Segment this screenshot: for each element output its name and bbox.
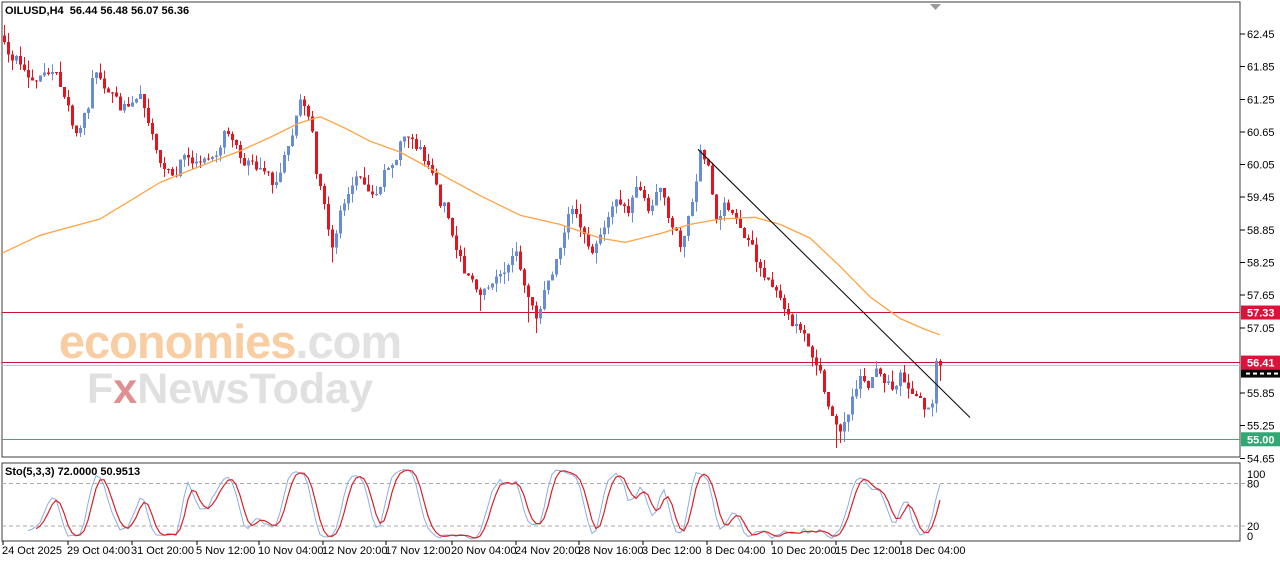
time-tick-label: 15 Dec 12:00 xyxy=(835,545,900,557)
price-badges: 57.33 56.41 55.00 xyxy=(1241,305,1280,447)
price-tick-label: 57.65 xyxy=(1247,290,1275,302)
price-tick-label: 58.25 xyxy=(1247,257,1275,269)
time-tick-label: 28 Nov 16:00 xyxy=(578,545,643,557)
price-badge-57.33 xyxy=(1241,305,1280,320)
price-badge-label: 56.41 xyxy=(1247,358,1275,370)
price-axis: 62.45 61.85 61.25 60.65 60.05 59.45 58.85 58.25… xyxy=(1240,29,1275,543)
price-tick-label: 59.45 xyxy=(1247,192,1275,204)
price-tick-label: 60.05 xyxy=(1247,160,1275,172)
time-tick-label: 10 Dec 20:00 xyxy=(771,545,836,557)
time-tick-label: 24 Nov 20:00 xyxy=(515,545,580,557)
time-tick-label: 31 Oct 20:00 xyxy=(131,545,194,557)
time-tick-label: 10 Nov 04:00 xyxy=(258,545,323,557)
time-tick-label: 24 Oct 2025 xyxy=(2,545,62,557)
time-tick-label: 8 Dec 04:00 xyxy=(706,545,765,557)
price-badge-label: 55.00 xyxy=(1247,434,1275,446)
time-tick-label: 18 Dec 04:00 xyxy=(900,545,965,557)
time-tick-label: 5 Nov 12:00 xyxy=(196,545,255,557)
sto-tick-label: 0 xyxy=(1247,531,1253,543)
price-badge-55.00 xyxy=(1241,432,1280,447)
sto-tick-label: 100 xyxy=(1247,469,1265,481)
chart-shift-triangle-icon[interactable] xyxy=(930,4,941,10)
chart-frames xyxy=(1,1,1241,542)
price-tick-label: 55.85 xyxy=(1247,388,1275,400)
price-badge-label: 57.33 xyxy=(1247,308,1275,320)
price-levels xyxy=(2,312,1240,440)
stochastic-label: Sto(5,3,3) 72.0000 50.9513 xyxy=(5,466,141,478)
sto-signal-line xyxy=(35,469,941,539)
moving-average-line[interactable] xyxy=(1,116,941,336)
price-tick-label: 58.85 xyxy=(1247,225,1275,237)
time-axis: 24 Oct 2025 29 Oct 04:00 31 Oct 20:00 5 Nov… xyxy=(2,541,965,557)
time-tick-label: 17 Nov 12:00 xyxy=(385,545,450,557)
price-tick-label: 60.65 xyxy=(1247,127,1275,139)
price-tick-label: 61.25 xyxy=(1247,94,1275,106)
sto-tick-label: 20 xyxy=(1247,521,1259,533)
price-tick-label: 54.65 xyxy=(1247,453,1275,465)
sto-tick-label: 80 xyxy=(1247,478,1259,490)
time-tick-label: 20 Nov 04:00 xyxy=(451,545,516,557)
price-tick-label: 61.85 xyxy=(1247,62,1275,74)
chart-title-ohlc: OILUSD,H4 56.44 56.48 56.07 56.36 xyxy=(5,5,190,17)
price-tick-label: 57.05 xyxy=(1247,323,1275,335)
price-tick-label: 62.45 xyxy=(1247,29,1275,41)
time-tick-label: 12 Nov 20:00 xyxy=(322,545,387,557)
time-tick-label: 3 Dec 12:00 xyxy=(642,545,701,557)
stochastic-plot xyxy=(2,469,1246,540)
trendline[interactable] xyxy=(697,148,971,418)
time-tick-label: 29 Oct 04:00 xyxy=(67,545,130,557)
price-badge-56.41 xyxy=(1241,355,1280,370)
price-tick-label: 55.25 xyxy=(1247,421,1275,433)
candlesticks xyxy=(3,24,942,448)
